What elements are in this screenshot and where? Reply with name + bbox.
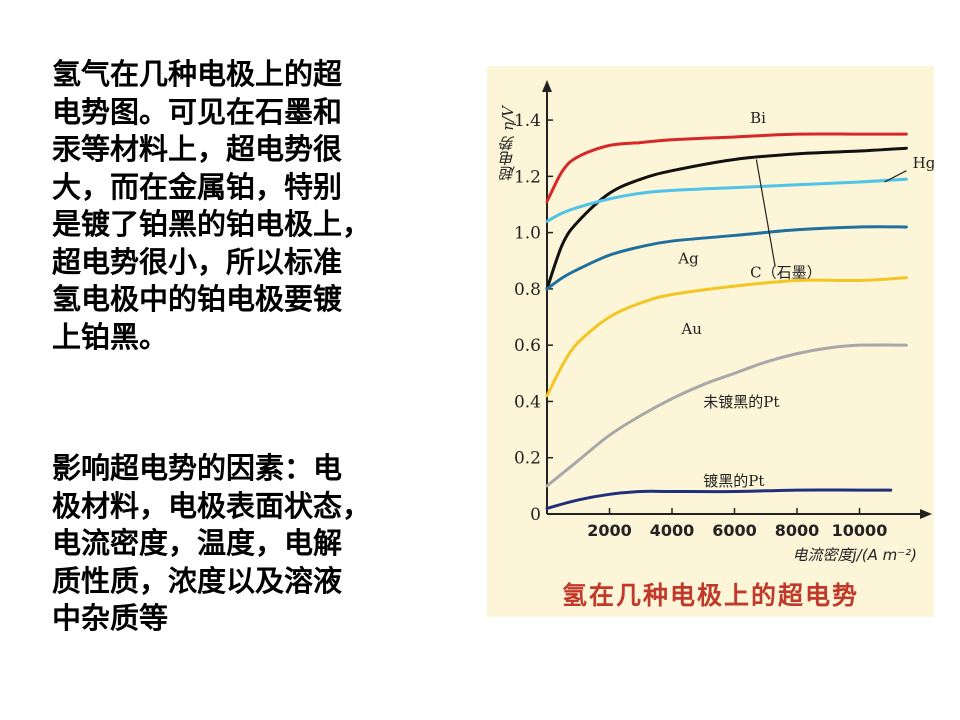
series-line bbox=[545, 177, 908, 223]
hg-leader-line bbox=[884, 170, 907, 183]
overpotential-chart: 0 0.2 0.4 0.6 0.8 1.0 1.2 1.4 2000 4000 6000 8000 10… bbox=[487, 66, 934, 617]
series-line bbox=[545, 276, 908, 398]
series-line bbox=[545, 488, 893, 510]
y-tick-label: 1.4 bbox=[514, 111, 541, 131]
y-tick-label: 0.4 bbox=[514, 392, 541, 412]
series-annotation: Bi bbox=[750, 109, 766, 127]
y-tick-label: 0.6 bbox=[514, 336, 541, 356]
paragraph-line: 氢气在几种电极上的超 bbox=[52, 57, 343, 91]
y-axis-label: 超电势 η/V bbox=[499, 106, 517, 181]
y-tick-label: 1.2 bbox=[514, 167, 541, 187]
x-tick-label: 10000 bbox=[832, 521, 888, 540]
series-annotation: Ag bbox=[677, 250, 699, 268]
paragraph-line: 上铂黑。 bbox=[52, 319, 169, 354]
series-annotation: Hg bbox=[913, 154, 934, 172]
paragraph-line: 氢电极中的铂电极要镀 bbox=[52, 282, 343, 316]
x-axis-label: 电流密度j/(A m⁻²) bbox=[793, 546, 918, 564]
y-tick-label: 0 bbox=[530, 505, 541, 525]
series-annotation: C（石墨） bbox=[750, 264, 821, 282]
y-axis-arrow bbox=[542, 80, 552, 92]
series-line bbox=[545, 343, 908, 488]
chart-caption: 氢在几种电极上的超电势 bbox=[561, 581, 859, 610]
graphite-leader-line bbox=[755, 159, 776, 267]
series-line bbox=[545, 132, 908, 204]
factors-paragraph: 影响超电势的因素：电 极材料，电极表面状态， 电流密度，温度，电解 质性质，浓度… bbox=[52, 450, 452, 638]
x-tick-label: 2000 bbox=[587, 521, 632, 540]
series-annotation: Au bbox=[680, 320, 702, 338]
paragraph-line: 质性质，浓度以及溶液 bbox=[52, 563, 343, 598]
explanation-paragraph: 氢气在几种电极上的超 电势图。可见在石墨和 汞等材料上，超电势很 大，而在金属铂… bbox=[52, 56, 452, 356]
paragraph-line: 大，而在金属铂，特别 bbox=[52, 169, 343, 204]
x-axis-arrow bbox=[920, 509, 932, 519]
y-tick-label: 1.0 bbox=[514, 224, 541, 244]
series-annotation: 镀黑的Pt bbox=[703, 472, 764, 490]
y-tick-label: 0.8 bbox=[514, 280, 541, 300]
paragraph-line: 极材料，电极表面状态， bbox=[52, 488, 372, 523]
series-line bbox=[545, 146, 908, 291]
x-tick-label: 4000 bbox=[650, 521, 695, 540]
x-tick-label: 8000 bbox=[775, 521, 820, 540]
series-annotation: 未镀黑的Pt bbox=[703, 393, 779, 411]
paragraph-line: 中杂质等 bbox=[52, 601, 169, 635]
y-tick-label: 0.2 bbox=[514, 449, 541, 469]
paragraph-line: 是镀了铂黑的铂电极上， bbox=[52, 207, 372, 241]
paragraph-line: 汞等材料上，超电势很 bbox=[52, 132, 343, 166]
paragraph-line: 影响超电势的因素：电 bbox=[52, 451, 343, 485]
paragraph-line: 电流密度，温度，电解 bbox=[52, 526, 343, 560]
paragraph-line: 超电势很小，所以标准 bbox=[52, 244, 343, 279]
chart-canvas: 0 0.2 0.4 0.6 0.8 1.0 1.2 1.4 2000 4000 6000 8000 10… bbox=[514, 80, 934, 564]
x-tick-label: 6000 bbox=[712, 521, 757, 540]
series-line bbox=[545, 225, 908, 291]
paragraph-line: 电势图。可见在石墨和 bbox=[52, 94, 343, 129]
